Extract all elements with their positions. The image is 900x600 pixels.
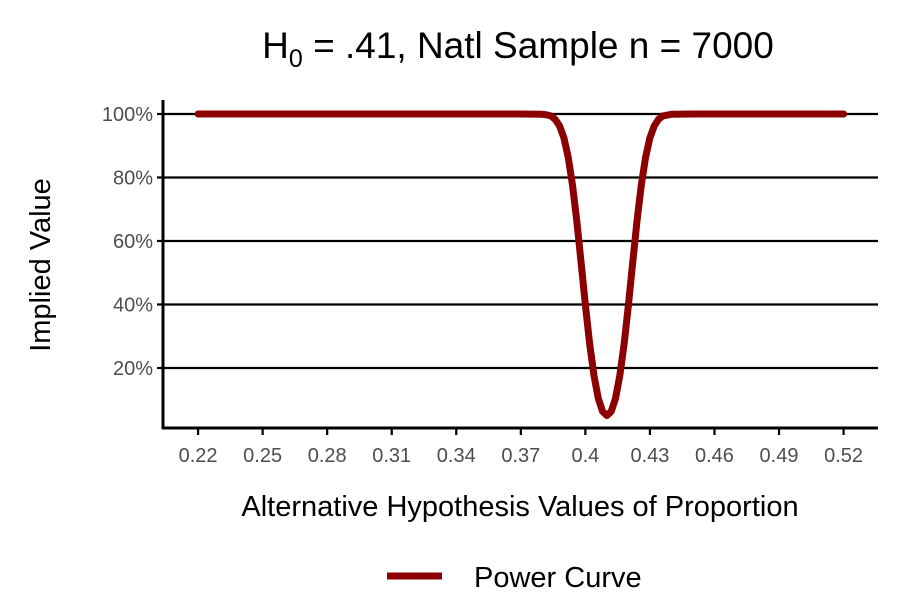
chart-title: H0 = .41, Natl Sample n = 7000: [262, 25, 774, 73]
y-tick-label: 40%: [113, 294, 153, 316]
y-tick-label: 100%: [102, 104, 153, 126]
y-tick-label: 60%: [113, 231, 153, 253]
y-tick-label: 80%: [113, 167, 153, 189]
x-tick-label: 0.52: [824, 445, 863, 467]
x-tick-label: 0.31: [372, 445, 411, 467]
power-curve-line: [194, 110, 848, 420]
x-axis-title: Alternative Hypothesis Values of Proport…: [241, 491, 798, 523]
x-tick-label: 0.43: [630, 445, 669, 467]
x-tick-label: 0.28: [308, 445, 347, 467]
legend: Power Curve: [387, 562, 642, 594]
gridlines: [163, 112, 878, 370]
x-tick-label: 0.37: [501, 445, 540, 467]
y-tick-label: 20%: [113, 358, 153, 380]
y-axis-title: Implied Value: [25, 178, 57, 352]
x-tick-label: 0.49: [760, 445, 799, 467]
x-tick-label: 0.25: [243, 445, 282, 467]
x-tick-label: 0.46: [695, 445, 734, 467]
axes: 20% 40% 60% 80% 100% 0.22 0.25 0.28 0.31 0.34 0.37…: [102, 100, 878, 467]
x-tick-label: 0.22: [179, 445, 218, 467]
x-tick-label: 0.34: [437, 445, 476, 467]
legend-label-power-curve: Power Curve: [474, 562, 642, 594]
x-tick-label: 0.4: [571, 445, 599, 467]
series-layer: [194, 110, 848, 420]
